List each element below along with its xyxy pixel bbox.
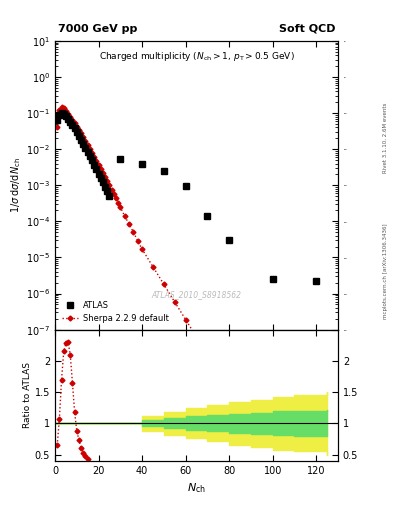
Text: Rivet 3.1.10, 2.6M events: Rivet 3.1.10, 2.6M events xyxy=(383,103,388,174)
Text: mcplots.cern.ch [arXiv:1306.3436]: mcplots.cern.ch [arXiv:1306.3436] xyxy=(383,224,388,319)
Text: ATLAS_2010_S8918562: ATLAS_2010_S8918562 xyxy=(151,290,242,300)
Text: Charged multiplicity ($N_\mathrm{ch}>1$, $p_\mathrm{T}>0.5$ GeV): Charged multiplicity ($N_\mathrm{ch}>1$,… xyxy=(99,50,294,62)
Y-axis label: $1/\sigma\,\mathrm{d}\sigma/\mathrm{d}N_\mathrm{ch}$: $1/\sigma\,\mathrm{d}\sigma/\mathrm{d}N_… xyxy=(9,157,23,213)
Text: Soft QCD: Soft QCD xyxy=(279,24,335,34)
Text: 7000 GeV pp: 7000 GeV pp xyxy=(58,24,137,34)
Y-axis label: Ratio to ATLAS: Ratio to ATLAS xyxy=(23,362,32,428)
X-axis label: $N_\mathrm{ch}$: $N_\mathrm{ch}$ xyxy=(187,481,206,495)
Legend: ATLAS, Sherpa 2.2.9 default: ATLAS, Sherpa 2.2.9 default xyxy=(59,298,171,326)
